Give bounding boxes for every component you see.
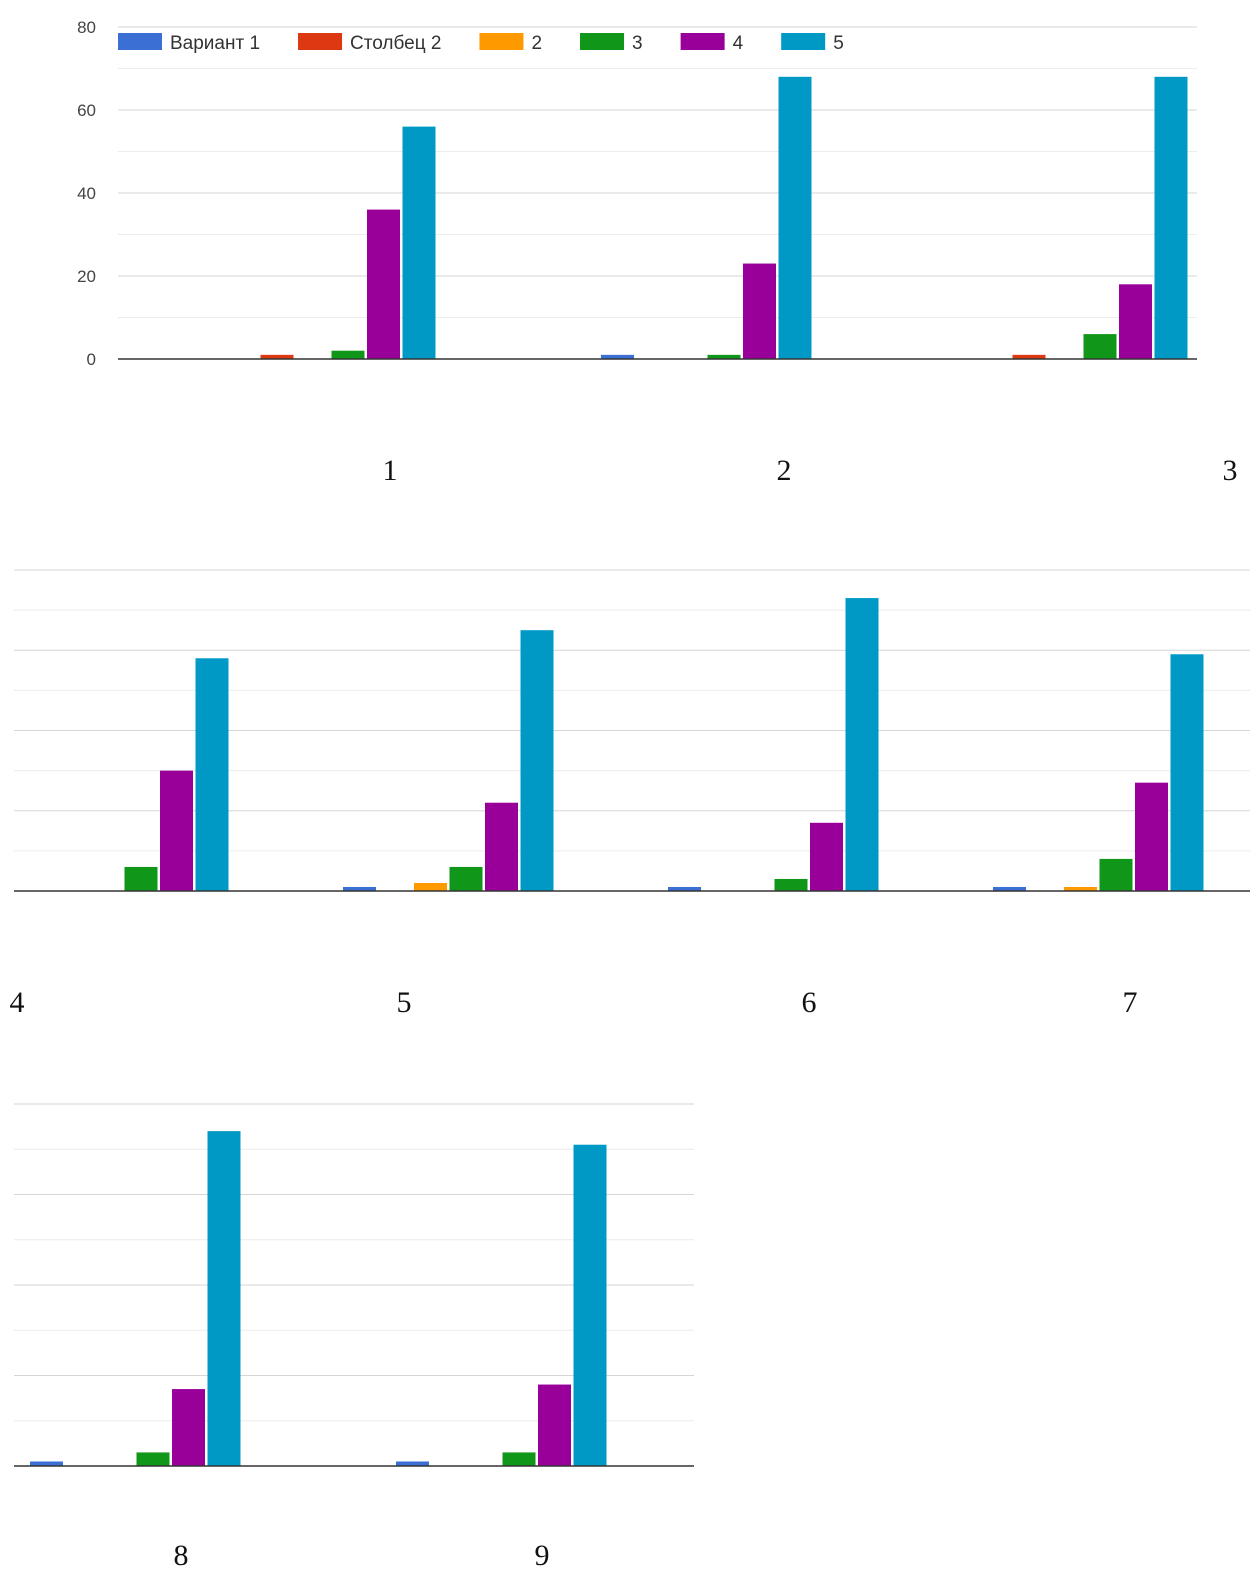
bar: [1012, 354, 1046, 359]
bar: [845, 598, 879, 891]
bar: [1154, 76, 1188, 360]
bar: [668, 886, 701, 891]
legend-swatch: [680, 33, 725, 50]
x-category-label: 9: [535, 1539, 550, 1572]
chart-row-2: 4 5 6 7: [10, 569, 1250, 1019]
legend: Вариант 1 Столбец 2 2 3 4 5: [118, 33, 844, 54]
bar: [136, 1452, 170, 1466]
bar-group-8: [30, 1131, 241, 1466]
y-tick-label: 0: [87, 350, 96, 369]
bar-group-5: [343, 630, 554, 891]
y-tick-label: 20: [77, 267, 96, 286]
bar-group-3: [1012, 76, 1188, 360]
bar: [707, 354, 741, 359]
legend-swatch: [781, 33, 826, 50]
y-tick-label: 40: [77, 184, 96, 203]
x-category-label: 4: [10, 986, 25, 1019]
bar: [396, 1461, 429, 1466]
bar-group-1: [260, 126, 436, 359]
y-tick-label: 60: [77, 101, 96, 120]
x-category-label: 5: [397, 986, 412, 1019]
bar: [124, 866, 158, 891]
bar: [774, 878, 808, 891]
bar: [1119, 284, 1152, 359]
bar: [1083, 334, 1117, 359]
legend-label: Столбец 2: [350, 33, 441, 54]
bar: [1170, 654, 1204, 891]
bar: [810, 822, 843, 891]
x-category-label: 2: [777, 454, 792, 487]
bar: [402, 126, 436, 359]
bar: [743, 263, 776, 359]
bar: [30, 1461, 63, 1466]
bar: [195, 658, 229, 891]
bar: [160, 770, 193, 891]
bar: [207, 1131, 241, 1466]
legend-swatch: [479, 33, 524, 50]
x-category-label: 7: [1123, 986, 1138, 1019]
y-tick-label: 80: [77, 18, 96, 37]
x-category-label: 3: [1223, 454, 1238, 487]
bar: [993, 886, 1026, 891]
bar: [485, 802, 518, 891]
bar-group-2: [601, 76, 812, 360]
bar: [502, 1452, 536, 1466]
bar: [778, 76, 812, 360]
legend-swatch: [118, 33, 162, 50]
legend-label: 5: [833, 33, 844, 54]
legend-label: 4: [733, 33, 744, 54]
legend-label: 3: [632, 33, 643, 54]
bar: [260, 354, 294, 359]
bar: [449, 866, 483, 891]
bar: [343, 886, 376, 891]
x-category-label: 6: [802, 986, 817, 1019]
legend-swatch: [298, 33, 343, 50]
legend-label: 2: [531, 33, 542, 54]
bar: [172, 1389, 205, 1466]
bar: [1135, 782, 1168, 891]
bar: [414, 882, 447, 891]
bar: [573, 1144, 607, 1466]
bar: [331, 350, 365, 359]
bar-group-4: [124, 658, 229, 891]
legend-label: Вариант 1: [170, 33, 260, 54]
bar-group-6: [668, 598, 879, 891]
bar: [520, 630, 554, 891]
x-category-label: 8: [174, 1539, 189, 1572]
x-category-label: 1: [383, 454, 398, 487]
bar: [367, 209, 400, 359]
bar: [601, 354, 634, 359]
gridlines: [118, 26, 1197, 318]
legend-swatch: [580, 33, 625, 50]
bar: [1099, 858, 1133, 891]
bar-group-7: [993, 654, 1204, 891]
bar-group-9: [396, 1144, 607, 1466]
bar: [1064, 886, 1097, 891]
bar: [538, 1384, 571, 1466]
chart-row-1: 0 20 40 60 80 1 2 3 Вариант 1 Столбец 2 2 3 4 5: [77, 18, 1237, 487]
